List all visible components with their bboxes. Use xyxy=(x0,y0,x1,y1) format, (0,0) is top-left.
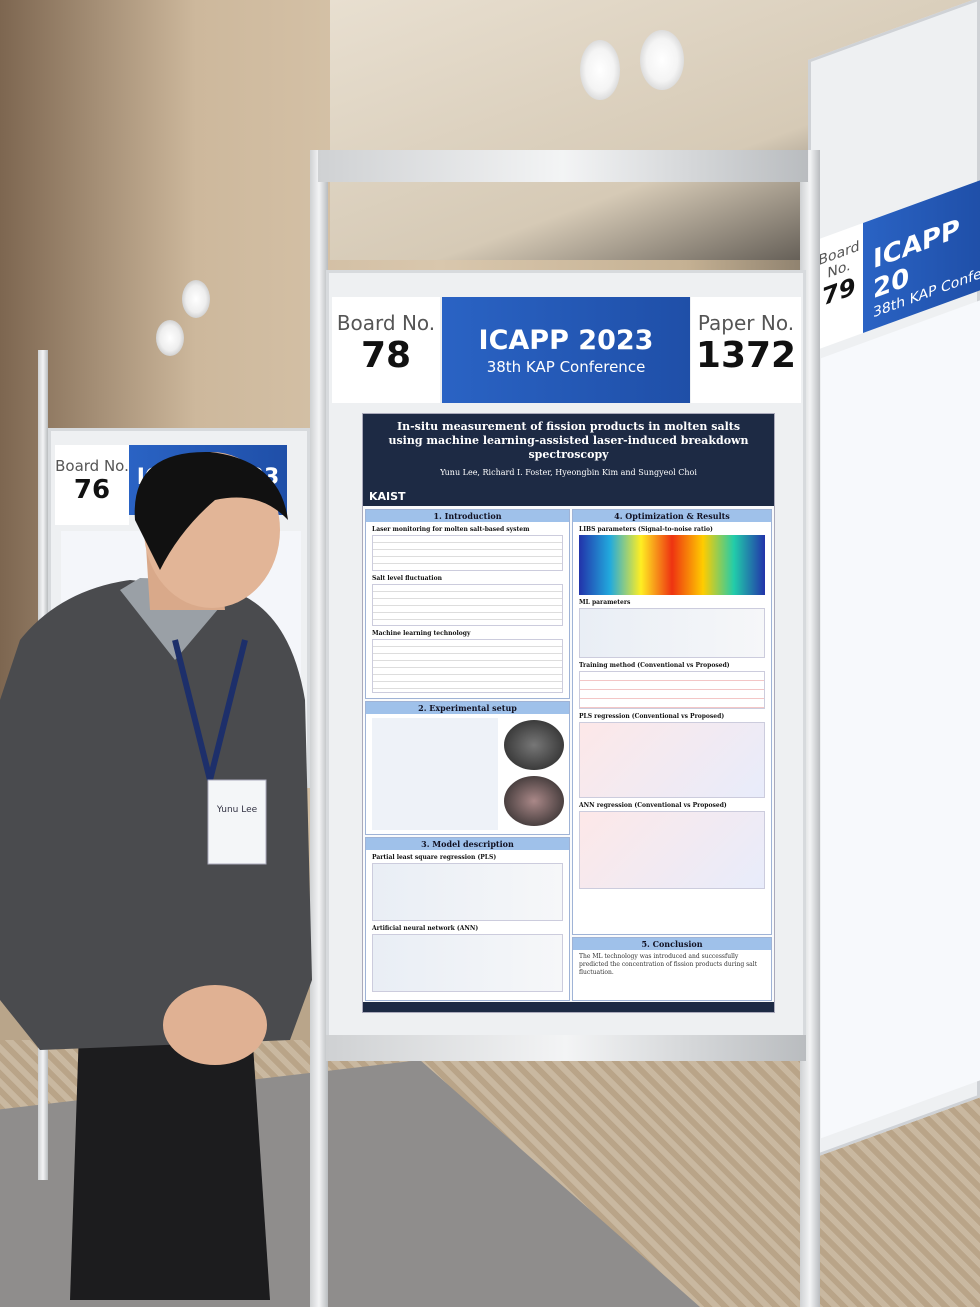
section-heading: 5. Conclusion xyxy=(573,938,771,950)
poster xyxy=(821,300,980,1139)
paper-number: 1372 xyxy=(695,335,797,376)
frame-bar xyxy=(326,1035,806,1061)
section-heading: 4. Optimization & Results xyxy=(573,510,771,522)
table xyxy=(579,671,765,709)
poster-title: In-situ measurement of fission products … xyxy=(388,420,749,461)
paper-label: Paper No. xyxy=(697,311,795,335)
board-number: 78 xyxy=(360,335,412,376)
figure xyxy=(579,811,765,889)
lamp xyxy=(182,280,210,318)
board-number-box: Board No. 78 xyxy=(332,297,440,403)
poster-footer xyxy=(363,1002,774,1012)
poster-section: 5. Conclusion The ML technology was intr… xyxy=(572,937,772,1001)
section-item: ANN regression (Conventional vs Proposed… xyxy=(579,802,727,809)
figure xyxy=(372,863,563,921)
section-text: The ML technology was introduced and suc… xyxy=(579,953,758,976)
conference-name: ICAPP 2023 xyxy=(478,325,654,356)
section-item: ML parameters xyxy=(579,599,631,606)
person: Yunu Lee xyxy=(0,451,312,1300)
section-heading: 3. Model description xyxy=(366,838,569,850)
figure xyxy=(372,934,563,992)
board-number-box: Board No. 76 xyxy=(55,445,129,525)
frame-post xyxy=(310,150,328,1307)
section-item: Training method (Conventional vs Propose… xyxy=(579,662,730,669)
poster-board: Board No. 79 ICAPP 20 38th KAP Confe xyxy=(808,0,980,1161)
section-item: Partial least square regression (PLS) xyxy=(372,854,497,861)
badge-name: Yunu Lee xyxy=(216,805,258,815)
cardigan xyxy=(0,580,312,1050)
trousers xyxy=(70,1000,270,1300)
logo: KAIST xyxy=(369,490,406,503)
hair xyxy=(134,451,288,570)
section-item: Artificial neural network (ANN) xyxy=(372,925,479,932)
lamp xyxy=(640,30,684,90)
figure xyxy=(579,722,765,798)
figure xyxy=(372,718,498,830)
poster: In-situ measurement of fission products … xyxy=(362,413,775,1013)
text-block xyxy=(372,535,563,571)
section-heading: 1. Introduction xyxy=(366,510,569,522)
frame-top xyxy=(318,150,808,182)
badge xyxy=(207,779,267,865)
poster-section: 4. Optimization & Results LIBS parameter… xyxy=(572,509,772,935)
heatmap xyxy=(579,535,765,595)
board-number-box: Board No. 79 xyxy=(815,222,863,351)
lamp xyxy=(156,320,184,356)
poster-section: 3. Model description Partial least squar… xyxy=(365,837,570,1001)
conference-edition: 38th KAP Conference xyxy=(486,358,646,376)
figure xyxy=(504,720,564,770)
poster-header: In-situ measurement of fission products … xyxy=(363,414,774,506)
conference-banner: ICAPP 2023 38th KAP Conference xyxy=(442,297,690,403)
hands xyxy=(163,985,267,1065)
board-label: Board No. xyxy=(55,457,129,475)
paper-number-box: Paper No. 1372 xyxy=(691,297,801,403)
poster-authors: Yunu Lee, Richard I. Foster, Hyeongbin K… xyxy=(440,468,697,477)
text-block xyxy=(372,584,563,626)
section-item: Salt level fluctuation xyxy=(372,575,442,582)
text-block xyxy=(372,639,563,693)
poster-section: 2. Experimental setup xyxy=(365,701,570,835)
section-heading: 2. Experimental setup xyxy=(366,702,569,714)
lamp xyxy=(580,40,620,100)
section-item: LIBS parameters (Signal-to-noise ratio) xyxy=(579,526,713,533)
figure xyxy=(579,608,765,658)
figure xyxy=(504,776,564,826)
section-item: Laser monitoring for molten salt-based s… xyxy=(372,526,530,533)
section-item: PLS regression (Conventional vs Proposed… xyxy=(579,713,725,720)
board-number: 76 xyxy=(73,475,111,505)
poster-section: 1. Introduction Laser monitoring for mol… xyxy=(365,509,570,699)
board-label: Board No. xyxy=(336,311,436,335)
section-item: Machine learning technology xyxy=(372,630,471,637)
